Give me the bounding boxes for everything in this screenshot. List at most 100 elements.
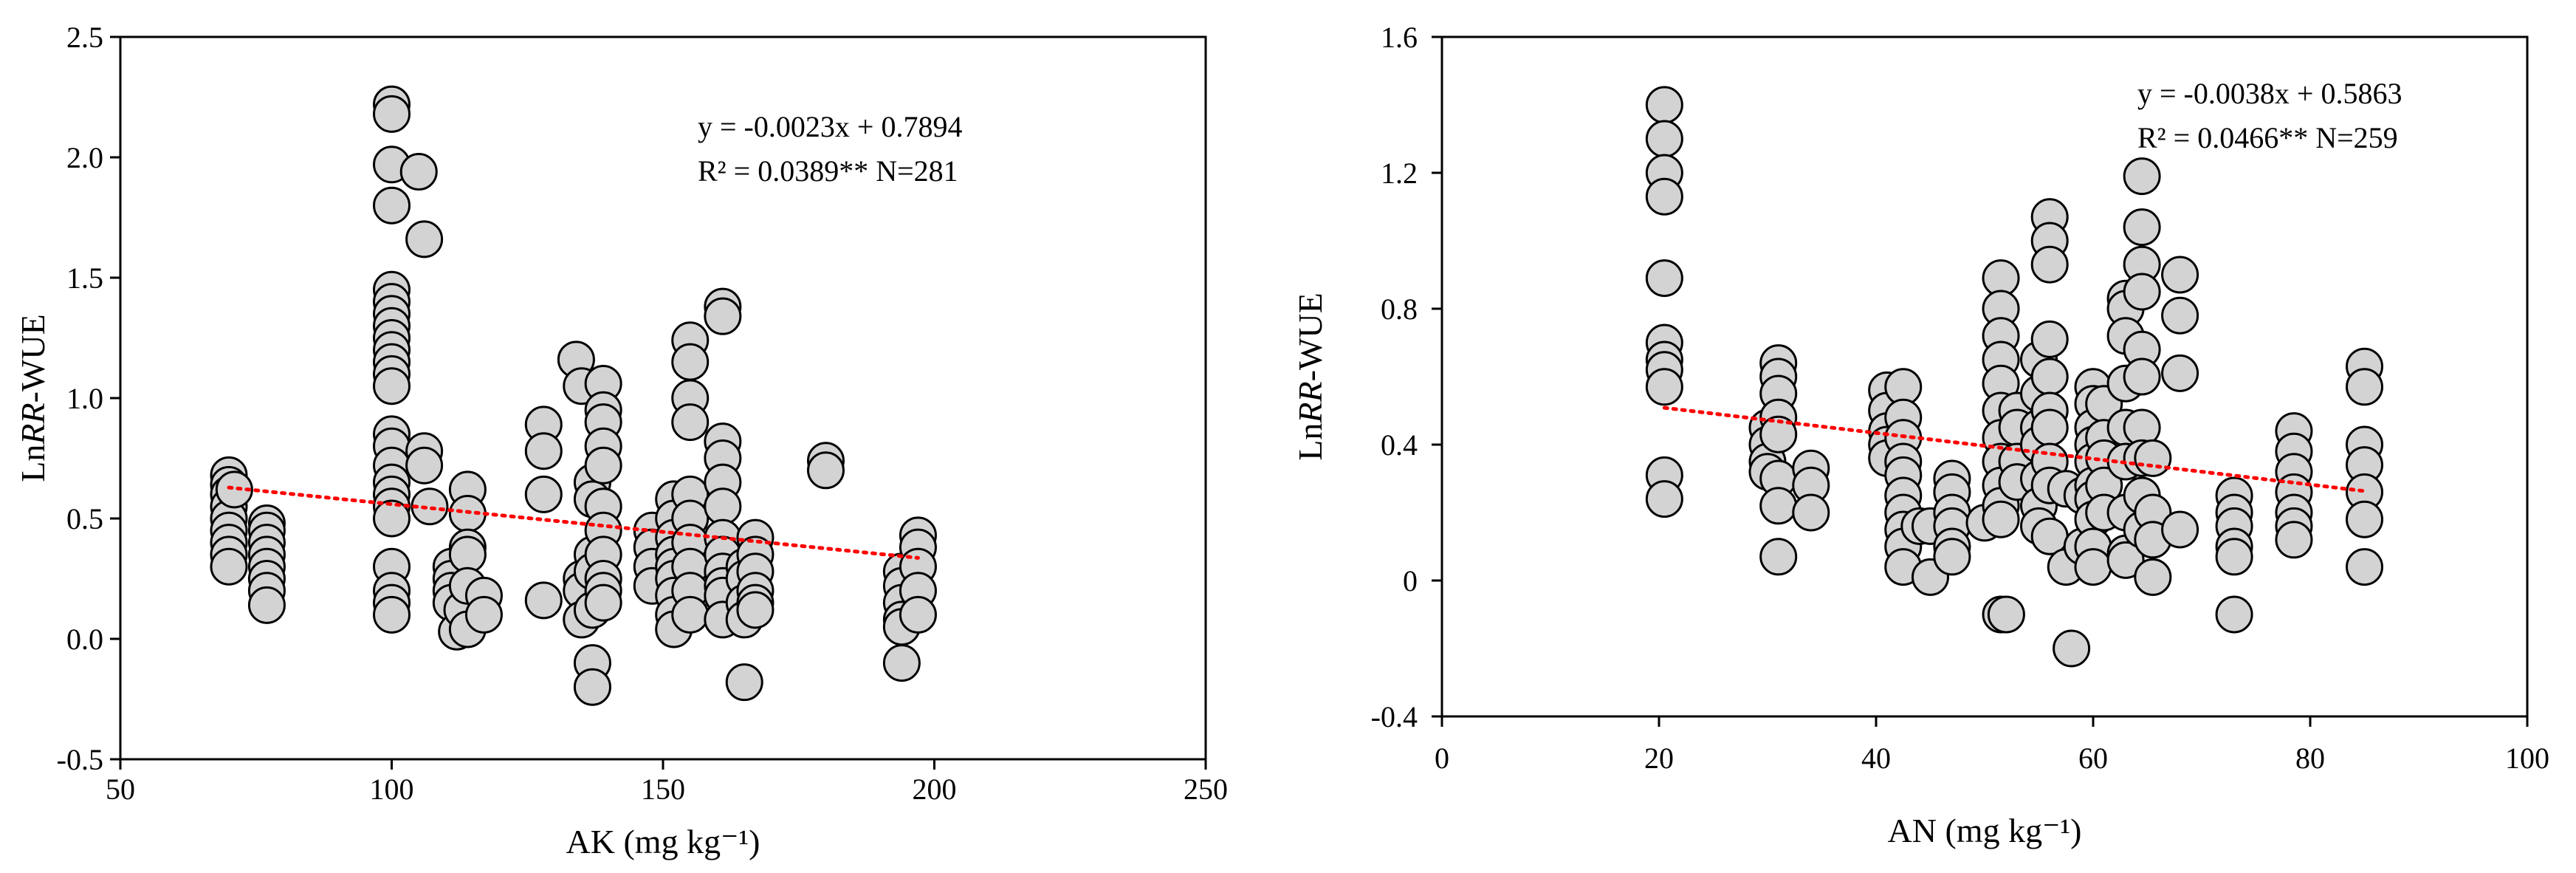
trend-line <box>1662 405 2366 493</box>
data-point <box>373 186 411 225</box>
y-axis-label-suffix: -WUE <box>14 314 52 403</box>
x-tick-label: 40 <box>1861 742 1891 775</box>
y-tick-label: 1.5 <box>66 261 103 295</box>
data-point <box>2123 357 2161 396</box>
x-axis-label: AN (mg kg⁻¹) <box>1888 812 2082 849</box>
data-point <box>2161 354 2199 392</box>
data-point <box>2123 157 2161 196</box>
y-tick-label: 0.0 <box>66 623 103 656</box>
x-tick-label: 50 <box>106 773 135 806</box>
data-point <box>704 297 742 335</box>
data-point <box>524 432 563 470</box>
data-point <box>1933 538 1971 576</box>
y-tick-label: -0.5 <box>57 743 103 776</box>
data-point <box>2134 558 2172 596</box>
data-point <box>1645 177 1683 216</box>
data-point <box>2161 510 2199 549</box>
data-point <box>1645 480 1683 518</box>
plot-frame <box>119 35 1207 761</box>
x-tick-label: 150 <box>641 773 685 806</box>
r-squared-label: R² = 0.0466** N=259 <box>2137 121 2398 154</box>
data-point <box>2161 296 2199 335</box>
y-axis-label: LnRR-WUE <box>14 314 52 482</box>
data-point <box>524 581 563 620</box>
data-point <box>2215 595 2253 634</box>
data-point <box>573 668 611 706</box>
data-point <box>373 499 411 538</box>
data-point <box>807 451 845 490</box>
y-axis-label-suffix: -WUE <box>1291 292 1329 381</box>
data-point <box>1987 595 2025 634</box>
data-point <box>1759 538 1798 576</box>
data-point <box>2106 541 2145 579</box>
y-tick-label: 0.5 <box>66 502 103 535</box>
regression-equation: y = -0.0038x + 0.5863 <box>2137 77 2402 110</box>
data-point <box>2030 245 2069 284</box>
data-point <box>1759 487 1798 525</box>
data-point <box>2074 548 2112 586</box>
data-point <box>2123 208 2161 247</box>
data-point <box>215 470 253 509</box>
data-point <box>584 446 622 485</box>
data-point <box>1645 368 1683 406</box>
plot-frame <box>1440 35 2529 718</box>
regression-equation: y = -0.0023x + 0.7894 <box>698 110 962 143</box>
data-point <box>373 367 411 405</box>
data-point <box>671 343 710 381</box>
y-axis-label-italic: RR <box>1291 381 1329 423</box>
data-point <box>210 547 248 586</box>
x-axis-label: AK (mg kg⁻¹) <box>566 823 760 860</box>
data-point <box>2346 368 2383 406</box>
y-tick-label: -0.4 <box>1371 700 1418 733</box>
data-point <box>736 591 774 629</box>
data-point <box>671 403 710 442</box>
data-point <box>2346 548 2383 586</box>
y-axis-label-prefix: Ln <box>14 445 52 482</box>
y-axis-label: LnRR-WUE <box>1291 292 1329 460</box>
r-squared-label: R² = 0.0389** N=281 <box>698 154 958 188</box>
data-point <box>2030 320 2069 358</box>
data-point <box>671 595 710 634</box>
x-tick-label: 100 <box>370 773 414 806</box>
data-point <box>704 487 742 526</box>
data-point <box>405 446 444 485</box>
data-point <box>1645 120 1683 158</box>
y-tick-label: 1.6 <box>1381 21 1418 54</box>
data-point <box>524 475 563 513</box>
data-point <box>411 487 449 526</box>
x-tick-label: 200 <box>913 773 957 806</box>
data-point <box>405 220 444 259</box>
data-point <box>448 535 487 574</box>
y-tick-label: 0.4 <box>1381 428 1418 462</box>
x-tick-label: 100 <box>2505 742 2549 775</box>
data-point <box>373 595 411 634</box>
data-point <box>464 595 503 634</box>
data-point <box>1982 500 2020 538</box>
data-point <box>1792 493 1830 532</box>
data-point <box>725 663 763 702</box>
y-tick-label: 0.8 <box>1381 292 1418 326</box>
data-point <box>2123 273 2161 311</box>
data-point <box>2346 500 2383 538</box>
data-point <box>373 95 411 133</box>
y-tick-label: 2.0 <box>66 141 103 174</box>
data-point <box>1759 415 1798 453</box>
scatter-panel-ak: 50 100 150 200 250 -0.5 0.0 0.5 1.0 1.5 2.0 2.5 y = … <box>14 21 1228 860</box>
x-tick-label: 80 <box>2295 742 2325 775</box>
data-point <box>2215 538 2253 576</box>
y-tick-label: 1.2 <box>1381 157 1418 190</box>
data-point <box>2161 256 2199 294</box>
y-tick-label: 1.0 <box>66 382 103 415</box>
trend-line <box>227 485 920 560</box>
x-tick-label: 0 <box>1435 742 1449 775</box>
y-axis-label-prefix: Ln <box>1291 423 1329 461</box>
x-tick-label: 60 <box>2078 742 2108 775</box>
y-tick-label: 0 <box>1403 564 1418 598</box>
data-point <box>399 153 438 191</box>
y-axis-label-italic: RR <box>14 403 52 445</box>
data-point <box>882 644 921 682</box>
x-tick-label: 20 <box>1644 742 1674 775</box>
data-point <box>899 595 937 634</box>
y-tick-label: 2.5 <box>66 21 103 54</box>
